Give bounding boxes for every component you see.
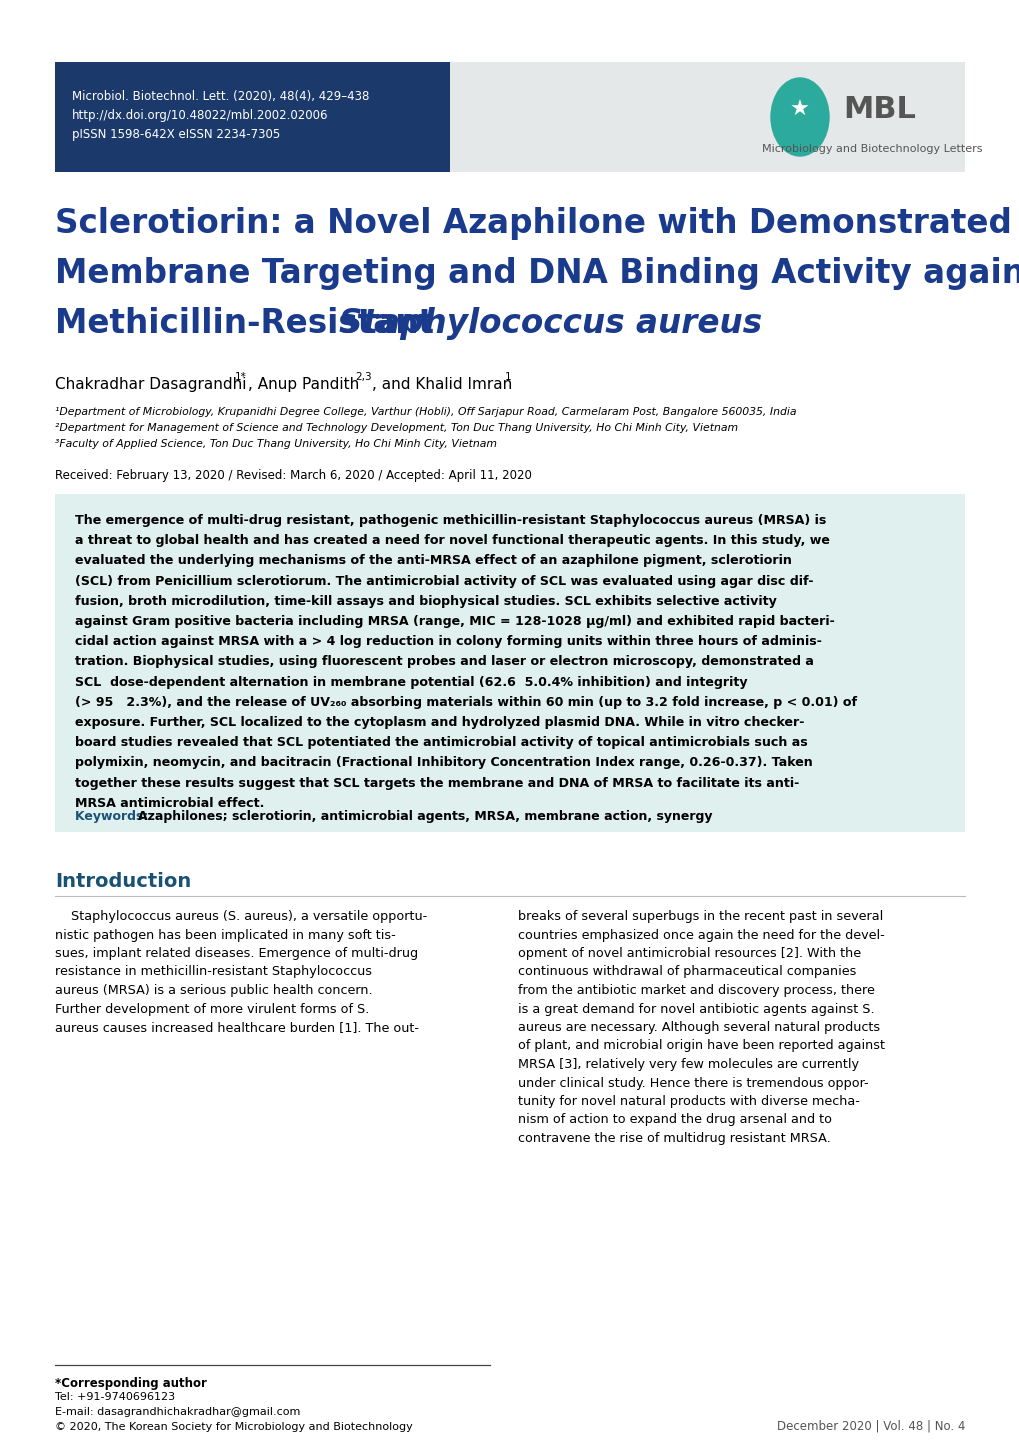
Text: sues, implant related diseases. Emergence of multi-drug: sues, implant related diseases. Emergenc… xyxy=(55,947,418,960)
Text: fusion, broth microdilution, time-kill assays and biophysical studies. SCL exhib: fusion, broth microdilution, time-kill a… xyxy=(75,595,776,608)
Text: contravene the rise of multidrug resistant MRSA.: contravene the rise of multidrug resista… xyxy=(518,1131,829,1144)
Text: 1*: 1* xyxy=(234,372,247,382)
Text: Membrane Targeting and DNA Binding Activity against: Membrane Targeting and DNA Binding Activ… xyxy=(55,257,1019,290)
Text: © 2020, The Korean Society for Microbiology and Biotechnology: © 2020, The Korean Society for Microbiol… xyxy=(55,1421,413,1431)
Text: 1: 1 xyxy=(504,372,512,382)
Text: Staphylococcus aureus: Staphylococcus aureus xyxy=(338,307,761,341)
Text: 2,3: 2,3 xyxy=(355,372,371,382)
FancyBboxPatch shape xyxy=(55,62,449,172)
Text: E-mail: dasagrandhichakradhar@gmail.com: E-mail: dasagrandhichakradhar@gmail.com xyxy=(55,1407,300,1417)
Text: board studies revealed that SCL potentiated the antimicrobial activity of topica: board studies revealed that SCL potentia… xyxy=(75,736,807,749)
Text: continuous withdrawal of pharmaceutical companies: continuous withdrawal of pharmaceutical … xyxy=(518,965,856,978)
Text: Sclerotiorin: a Novel Azaphilone with Demonstrated: Sclerotiorin: a Novel Azaphilone with De… xyxy=(55,206,1011,240)
Text: http://dx.doi.org/10.48022/mbl.2002.02006: http://dx.doi.org/10.48022/mbl.2002.0200… xyxy=(72,110,328,123)
Text: ²Department for Management of Science and Technology Development, Ton Duc Thang : ²Department for Management of Science an… xyxy=(55,423,738,433)
Text: Received: February 13, 2020 / Revised: March 6, 2020 / Accepted: April 11, 2020: Received: February 13, 2020 / Revised: M… xyxy=(55,469,531,482)
Text: ³Faculty of Applied Science, Ton Duc Thang University, Ho Chi Minh City, Vietnam: ³Faculty of Applied Science, Ton Duc Tha… xyxy=(55,439,496,449)
Text: evaluated the underlying mechanisms of the anti-MRSA effect of an azaphilone pig: evaluated the underlying mechanisms of t… xyxy=(75,554,791,567)
Text: Azaphilones; sclerotiorin, antimicrobial agents, MRSA, membrane action, synergy: Azaphilones; sclerotiorin, antimicrobial… xyxy=(138,810,712,823)
Text: of plant, and microbial origin have been reported against: of plant, and microbial origin have been… xyxy=(518,1039,884,1052)
Text: Methicillin-Resistant: Methicillin-Resistant xyxy=(55,307,445,341)
Text: aureus causes increased healthcare burden [1]. The out-: aureus causes increased healthcare burde… xyxy=(55,1022,419,1035)
Text: Microbiol. Biotechnol. Lett. (2020), 48(4), 429–438: Microbiol. Biotechnol. Lett. (2020), 48(… xyxy=(72,89,369,102)
Text: from the antibiotic market and discovery process, there: from the antibiotic market and discovery… xyxy=(518,984,874,997)
Text: nism of action to expand the drug arsenal and to: nism of action to expand the drug arsena… xyxy=(518,1114,832,1127)
Text: Tel: +91-9740696123: Tel: +91-9740696123 xyxy=(55,1392,175,1403)
Text: Further development of more virulent forms of S.: Further development of more virulent for… xyxy=(55,1003,369,1016)
Text: breaks of several superbugs in the recent past in several: breaks of several superbugs in the recen… xyxy=(518,911,882,924)
Text: Chakradhar Dasagrandhi: Chakradhar Dasagrandhi xyxy=(55,377,247,392)
Text: MRSA antimicrobial effect.: MRSA antimicrobial effect. xyxy=(75,797,264,810)
Text: , Anup Pandith: , Anup Pandith xyxy=(248,377,359,392)
Text: together these results suggest that SCL targets the membrane and DNA of MRSA to : together these results suggest that SCL … xyxy=(75,776,799,789)
Text: MBL: MBL xyxy=(842,95,915,124)
Text: under clinical study. Hence there is tremendous oppor-: under clinical study. Hence there is tre… xyxy=(518,1076,868,1089)
Text: pISSN 1598-642X eISSN 2234-7305: pISSN 1598-642X eISSN 2234-7305 xyxy=(72,128,280,141)
Text: MRSA [3], relatively very few molecules are currently: MRSA [3], relatively very few molecules … xyxy=(518,1058,858,1071)
Text: (SCL) from Penicillium sclerotiorum. The antimicrobial activity of SCL was evalu: (SCL) from Penicillium sclerotiorum. The… xyxy=(75,574,813,587)
FancyBboxPatch shape xyxy=(449,62,964,172)
Text: polymixin, neomycin, and bacitracin (Fractional Inhibitory Concentration Index r: polymixin, neomycin, and bacitracin (Fra… xyxy=(75,756,812,769)
Ellipse shape xyxy=(770,78,828,156)
Text: Microbiology and Biotechnology Letters: Microbiology and Biotechnology Letters xyxy=(761,144,981,154)
Text: is a great demand for novel antibiotic agents against S.: is a great demand for novel antibiotic a… xyxy=(518,1003,873,1016)
Text: a threat to global health and has created a need for novel functional therapeuti: a threat to global health and has create… xyxy=(75,534,829,547)
Text: resistance in methicillin-resistant Staphylococcus: resistance in methicillin-resistant Stap… xyxy=(55,965,372,978)
Text: tunity for novel natural products with diverse mecha-: tunity for novel natural products with d… xyxy=(518,1095,859,1108)
Text: ★: ★ xyxy=(790,100,809,120)
Text: (> 95   2.3%), and the release of UV₂₆₀ absorbing materials within 60 min (up to: (> 95 2.3%), and the release of UV₂₆₀ ab… xyxy=(75,696,856,709)
Text: December 2020 | Vol. 48 | No. 4: December 2020 | Vol. 48 | No. 4 xyxy=(775,1420,964,1433)
Text: Staphylococcus aureus (S. aureus), a versatile opportu-: Staphylococcus aureus (S. aureus), a ver… xyxy=(55,911,427,924)
Text: countries emphasized once again the need for the devel-: countries emphasized once again the need… xyxy=(518,928,883,941)
Text: aureus are necessary. Although several natural products: aureus are necessary. Although several n… xyxy=(518,1022,879,1035)
Text: The emergence of multi-drug resistant, pathogenic methicillin-resistant Staphylo: The emergence of multi-drug resistant, p… xyxy=(75,514,825,527)
Text: nistic pathogen has been implicated in many soft tis-: nistic pathogen has been implicated in m… xyxy=(55,928,395,941)
Text: cidal action against MRSA with a > 4 log reduction in colony forming units withi: cidal action against MRSA with a > 4 log… xyxy=(75,635,821,648)
Text: SCL  dose-dependent alternation in membrane potential (62.6  5.0.4% inhibition) : SCL dose-dependent alternation in membra… xyxy=(75,675,747,688)
Text: aureus (MRSA) is a serious public health concern.: aureus (MRSA) is a serious public health… xyxy=(55,984,372,997)
Text: Introduction: Introduction xyxy=(55,872,192,890)
FancyBboxPatch shape xyxy=(55,494,964,833)
Text: Keywords:: Keywords: xyxy=(75,810,153,823)
Text: against Gram positive bacteria including MRSA (range, MIC = 128-1028 μg/ml) and : against Gram positive bacteria including… xyxy=(75,615,834,628)
Text: *Corresponding author: *Corresponding author xyxy=(55,1377,207,1390)
Text: ¹Department of Microbiology, Krupanidhi Degree College, Varthur (Hobli), Off Sar: ¹Department of Microbiology, Krupanidhi … xyxy=(55,407,796,417)
Text: , and Khalid Imran: , and Khalid Imran xyxy=(372,377,512,392)
Text: opment of novel antimicrobial resources [2]. With the: opment of novel antimicrobial resources … xyxy=(518,947,860,960)
Text: exposure. Further, SCL localized to the cytoplasm and hydrolyzed plasmid DNA. Wh: exposure. Further, SCL localized to the … xyxy=(75,716,804,729)
Text: tration. Biophysical studies, using fluorescent probes and laser or electron mic: tration. Biophysical studies, using fluo… xyxy=(75,655,813,668)
